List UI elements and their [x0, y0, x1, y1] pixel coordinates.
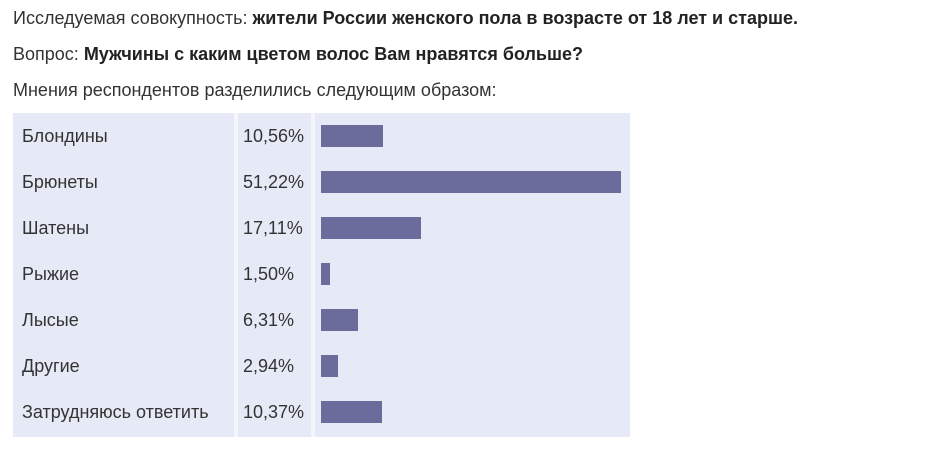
table-row: Лысые 6,31%	[13, 297, 630, 343]
category-label: Другие	[22, 356, 80, 376]
bar	[321, 217, 421, 239]
results-intro: Мнения респондентов разделились следующи…	[13, 80, 497, 100]
percent-label: 10,56%	[243, 126, 305, 146]
category-label: Лысые	[22, 310, 79, 330]
percent-label: 17,11%	[243, 218, 303, 238]
category-label: Шатены	[22, 218, 90, 238]
percent-label: 51,22%	[243, 172, 305, 192]
table-row: Брюнеты 51,22%	[13, 159, 630, 205]
column-divider	[311, 113, 315, 437]
category-label: Затрудняюсь ответить	[22, 402, 209, 422]
category-label: Блондины	[22, 126, 108, 146]
table-row: Рыжие 1,50%	[13, 251, 630, 297]
bar	[321, 263, 330, 285]
question-line: Вопрос: Мужчины с каким цветом волос Вам…	[13, 44, 583, 65]
table-row: Другие 2,94%	[13, 343, 630, 389]
column-divider	[234, 113, 238, 437]
bar	[321, 125, 383, 147]
population-value: жители России женского пола в возрасте о…	[252, 8, 798, 28]
question-value: Мужчины с каким цветом волос Вам нравятс…	[83, 44, 583, 64]
percent-label: 1,50%	[243, 264, 295, 284]
bar	[321, 171, 621, 193]
question-label: Вопрос:	[13, 44, 79, 64]
bar	[321, 309, 358, 331]
population-label: Исследуемая совокупность:	[13, 8, 248, 28]
table-row: Затрудняюсь ответить 10,37%	[13, 389, 630, 435]
results-table: Блондины 10,56% Брюнеты 51,22% Шатены 17,11% Р…	[13, 113, 630, 437]
table-row: Шатены 17,11%	[13, 205, 630, 251]
table-row: Блондины 10,56%	[13, 113, 630, 159]
bar	[321, 401, 382, 423]
percent-label: 2,94%	[243, 356, 295, 376]
population-line: Исследуемая совокупность: жители России …	[13, 8, 798, 29]
percent-label: 6,31%	[243, 310, 295, 330]
percent-label: 10,37%	[243, 402, 305, 422]
category-label: Рыжие	[22, 264, 80, 284]
bar	[321, 355, 338, 377]
category-label: Брюнеты	[22, 172, 98, 192]
